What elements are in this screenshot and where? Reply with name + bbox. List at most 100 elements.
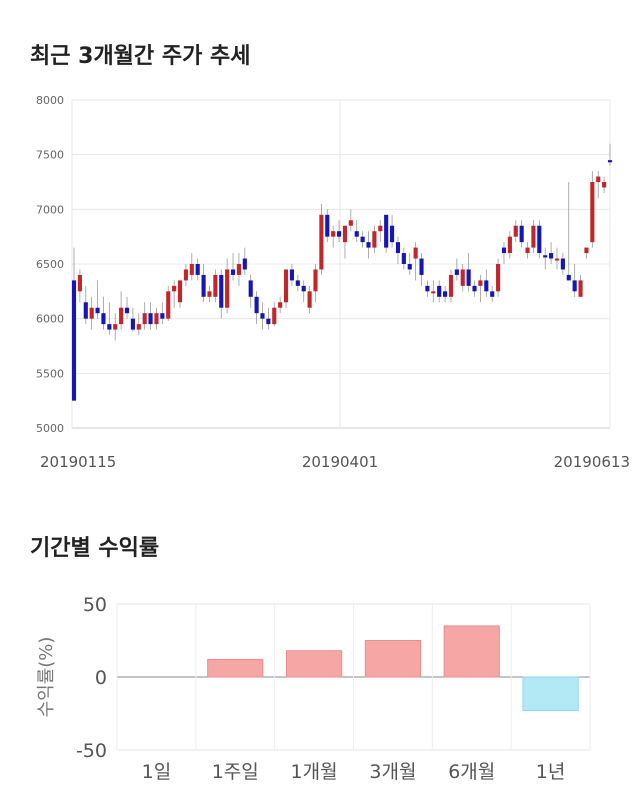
y-tick-label: 5000	[36, 422, 64, 435]
candle-body	[372, 231, 377, 248]
candle-body	[454, 269, 459, 275]
candle-body	[301, 285, 306, 292]
y-tick-label: 8000	[36, 94, 64, 107]
candle-body	[148, 313, 153, 325]
candle-body	[166, 291, 171, 319]
candle-body	[89, 307, 94, 319]
candle-body	[225, 269, 230, 308]
candle-body	[119, 307, 124, 325]
candle-body	[336, 231, 342, 237]
candle-body	[130, 318, 135, 330]
candle-body	[207, 291, 212, 297]
candle-body	[496, 264, 501, 292]
candle-body	[77, 274, 82, 292]
candle-body	[549, 253, 554, 259]
y-tick-label: 0	[95, 667, 107, 689]
category-label: 6개월	[448, 761, 495, 783]
candle-body	[448, 274, 454, 297]
candle-body	[531, 225, 536, 248]
candle-body	[584, 247, 589, 254]
candle-body	[472, 285, 477, 292]
candle-body	[160, 313, 165, 319]
candle-body	[537, 225, 542, 254]
candle-body	[183, 269, 188, 281]
candle-body	[602, 182, 607, 188]
candle-body	[266, 318, 271, 325]
candle-body	[142, 313, 147, 325]
candle-body	[236, 264, 241, 275]
candle-body	[283, 269, 289, 303]
candle-body	[242, 258, 247, 270]
candle-body	[278, 302, 283, 308]
return-bar	[522, 676, 579, 712]
candle-body	[189, 264, 194, 275]
candle-body	[113, 324, 118, 330]
candle-body	[325, 214, 330, 237]
candle-body	[443, 291, 448, 297]
candle-body	[507, 236, 512, 254]
candle-body	[572, 280, 577, 292]
candle-body	[437, 285, 442, 297]
candle-body	[313, 269, 318, 292]
candle-body	[354, 231, 359, 237]
candle-body	[519, 225, 524, 243]
candle-body	[219, 274, 224, 308]
candle-body	[543, 255, 548, 258]
candle-body	[501, 247, 507, 254]
candle-body	[83, 302, 88, 319]
return-bar	[443, 625, 500, 678]
candle-body	[607, 160, 613, 163]
candle-body	[272, 307, 277, 325]
candle-body	[554, 258, 560, 261]
price-candlestick-chart: 5000 5500 6000 6500 7000 7500 8000 20190115 2019…	[36, 94, 630, 471]
candle-body	[213, 274, 218, 297]
candle-body	[390, 225, 395, 243]
candle-body	[419, 258, 424, 275]
candle-body	[124, 307, 130, 314]
candle-body	[484, 280, 489, 292]
candle-body	[566, 274, 571, 281]
candle-body	[154, 313, 159, 325]
candle-body	[525, 247, 530, 254]
candle-body	[478, 280, 483, 286]
y-tick-label: 50	[83, 594, 107, 616]
candle-body	[136, 324, 141, 330]
candle-body	[366, 242, 371, 248]
candle-body	[254, 296, 259, 314]
candle-body	[490, 291, 495, 297]
candle-body	[513, 225, 518, 237]
candle-body	[95, 307, 100, 314]
candle-body	[596, 176, 601, 182]
y-axis-label: 수익률(%)	[36, 637, 57, 718]
candle-body	[378, 225, 383, 232]
y-tick-label: -50	[76, 740, 107, 762]
return-bar	[207, 658, 264, 678]
category-label: 1일	[142, 761, 172, 783]
candle-body	[177, 280, 183, 303]
candle-body	[431, 291, 436, 294]
candle-body	[466, 269, 471, 286]
y-tick-label: 5500	[36, 367, 64, 380]
candle-body	[384, 214, 389, 248]
x-tick-label: 20190613	[554, 453, 630, 471]
candle-body	[460, 269, 465, 286]
category-label: 1주일	[212, 761, 259, 783]
y-tick-label: 7500	[36, 149, 64, 162]
return-bar	[285, 650, 343, 678]
candle-body	[307, 291, 312, 308]
candle-body	[195, 264, 200, 275]
candle-body	[331, 231, 336, 237]
candle-body	[413, 247, 418, 259]
candle-body	[248, 280, 253, 297]
price-chart-title: 최근 3개월간 주가 추세	[30, 44, 251, 69]
candle-body	[578, 280, 583, 297]
candle-body	[71, 280, 77, 401]
candle-body	[342, 225, 348, 243]
y-tick-label: 6000	[36, 313, 64, 326]
candle-body	[395, 242, 401, 254]
candle-body	[295, 280, 300, 286]
returns-chart-title: 기간별 수익률	[30, 536, 160, 561]
candle-body	[560, 258, 565, 270]
candle-body	[401, 253, 406, 264]
